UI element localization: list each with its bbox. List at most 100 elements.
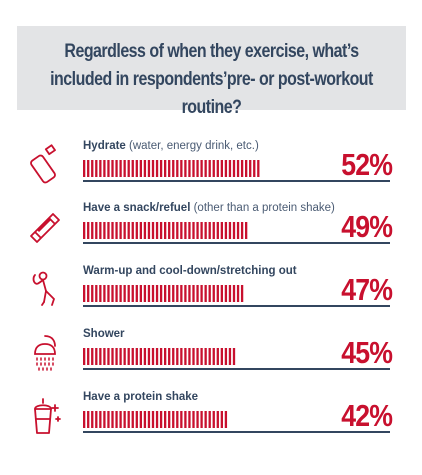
- bar-stripe: [172, 411, 175, 428]
- bar-stripe: [91, 285, 94, 302]
- bar-stripe: [208, 411, 211, 428]
- bar-stripe: [176, 222, 179, 239]
- bar-stripe: [131, 411, 134, 428]
- bar-stripe: [83, 285, 86, 302]
- row-divider: [83, 431, 390, 433]
- bar-stripe: [208, 348, 211, 365]
- bar-stripe: [188, 222, 191, 239]
- bar-stripe: [87, 160, 90, 177]
- category-label-main: Hydrate: [83, 140, 126, 152]
- bar-stripe: [164, 411, 167, 428]
- bar-stripe: [253, 160, 256, 177]
- bar-stripe: [91, 160, 94, 177]
- row-divider: [83, 368, 390, 370]
- bar-stripe: [224, 348, 228, 365]
- bar-stripe: [123, 411, 126, 428]
- data-label: 52%: [341, 147, 393, 182]
- stretching-person-icon: [25, 269, 65, 309]
- bar-stripe: [127, 222, 130, 239]
- bar-stripe: [216, 348, 219, 365]
- bar-stripe: [192, 348, 195, 365]
- bar-stripe: [180, 348, 183, 365]
- bar-stripe: [180, 160, 183, 177]
- category-label: Hydrate (water, energy drink, etc.): [83, 140, 259, 152]
- bar-stripe: [232, 160, 236, 177]
- bar-stripe: [188, 160, 191, 177]
- bar-stripe: [119, 411, 122, 428]
- category-label: Shower: [83, 328, 125, 340]
- bar-stripe: [143, 160, 147, 177]
- category-label-main: Shower: [83, 328, 125, 340]
- bar-stripe: [208, 222, 211, 239]
- bar-stripe: [95, 285, 98, 302]
- bar-stripe: [245, 160, 248, 177]
- snack-bar-icon: [25, 206, 65, 246]
- bar-stripe: [123, 222, 126, 239]
- bar-stripe: [127, 411, 130, 428]
- bar-stripe: [87, 348, 90, 365]
- bar-stripe: [200, 285, 203, 302]
- bar-stripe: [240, 160, 244, 177]
- bar-stripe: [83, 411, 86, 428]
- bar-row: Have a protein shake 42%: [0, 391, 422, 451]
- bar-stripe: [111, 411, 114, 428]
- bar-stripe: [103, 285, 106, 302]
- bar-stripe: [107, 160, 110, 177]
- bar-stripe: [99, 348, 102, 365]
- bar-stripe: [155, 411, 159, 428]
- bar-stripe: [249, 160, 252, 177]
- bar-stripe: [176, 348, 179, 365]
- bar-stripe: [143, 222, 147, 239]
- bar-stripe: [212, 411, 215, 428]
- bar-stripe: [164, 222, 167, 239]
- bar-stripe: [147, 222, 151, 239]
- bar-stripe: [135, 222, 138, 239]
- bar-stripe: [139, 285, 142, 302]
- bar-stripe: [91, 411, 94, 428]
- bar-stripe: [220, 285, 223, 302]
- bar-stripe: [228, 222, 232, 239]
- bar-stripe: [216, 285, 219, 302]
- bar-stripe: [232, 348, 236, 365]
- bar-stripe: [188, 411, 191, 428]
- bar-stripe: [245, 222, 248, 239]
- bar-stripe: [107, 285, 110, 302]
- bar-stripe: [131, 348, 134, 365]
- bar-stripe: [208, 160, 211, 177]
- bar-stripe: [131, 160, 134, 177]
- bar-stripe: [192, 222, 195, 239]
- bar-stripe: [159, 160, 163, 177]
- row-divider: [83, 305, 390, 307]
- bar-stripe: [232, 285, 236, 302]
- bar-stripe: [115, 348, 118, 365]
- bar-stripe: [168, 160, 171, 177]
- bar-stripe: [196, 285, 199, 302]
- bar-stripe: [91, 222, 94, 239]
- bar-stripe: [236, 160, 240, 177]
- bar-stripe: [196, 222, 199, 239]
- bar-stripe: [240, 222, 244, 239]
- bar-stripe: [143, 348, 147, 365]
- bar-stripe: [131, 285, 134, 302]
- category-label: Have a snack/refuel (other than a protei…: [83, 202, 335, 214]
- bar-stripe: [111, 348, 114, 365]
- title-banner: Regardless of when they exercise, what’s…: [17, 26, 406, 118]
- bar-stripe: [127, 348, 130, 365]
- bar-stripe: [180, 285, 183, 302]
- bar-stripe: [135, 411, 138, 428]
- bar: [83, 222, 283, 239]
- bar-stripe: [95, 348, 98, 365]
- bar-stripe: [99, 222, 102, 239]
- bar-stripe: [151, 348, 155, 365]
- bar-stripe: [139, 222, 142, 239]
- bar-stripe: [192, 285, 195, 302]
- bar-stripe: [212, 222, 215, 239]
- bar-stripes: [83, 285, 244, 302]
- bar-stripe: [119, 285, 122, 302]
- bar-stripe: [103, 348, 106, 365]
- bar-stripe: [159, 348, 163, 365]
- bar: [83, 348, 283, 365]
- bar-stripe: [107, 411, 110, 428]
- bar-stripe: [111, 160, 114, 177]
- bar-stripe: [95, 411, 98, 428]
